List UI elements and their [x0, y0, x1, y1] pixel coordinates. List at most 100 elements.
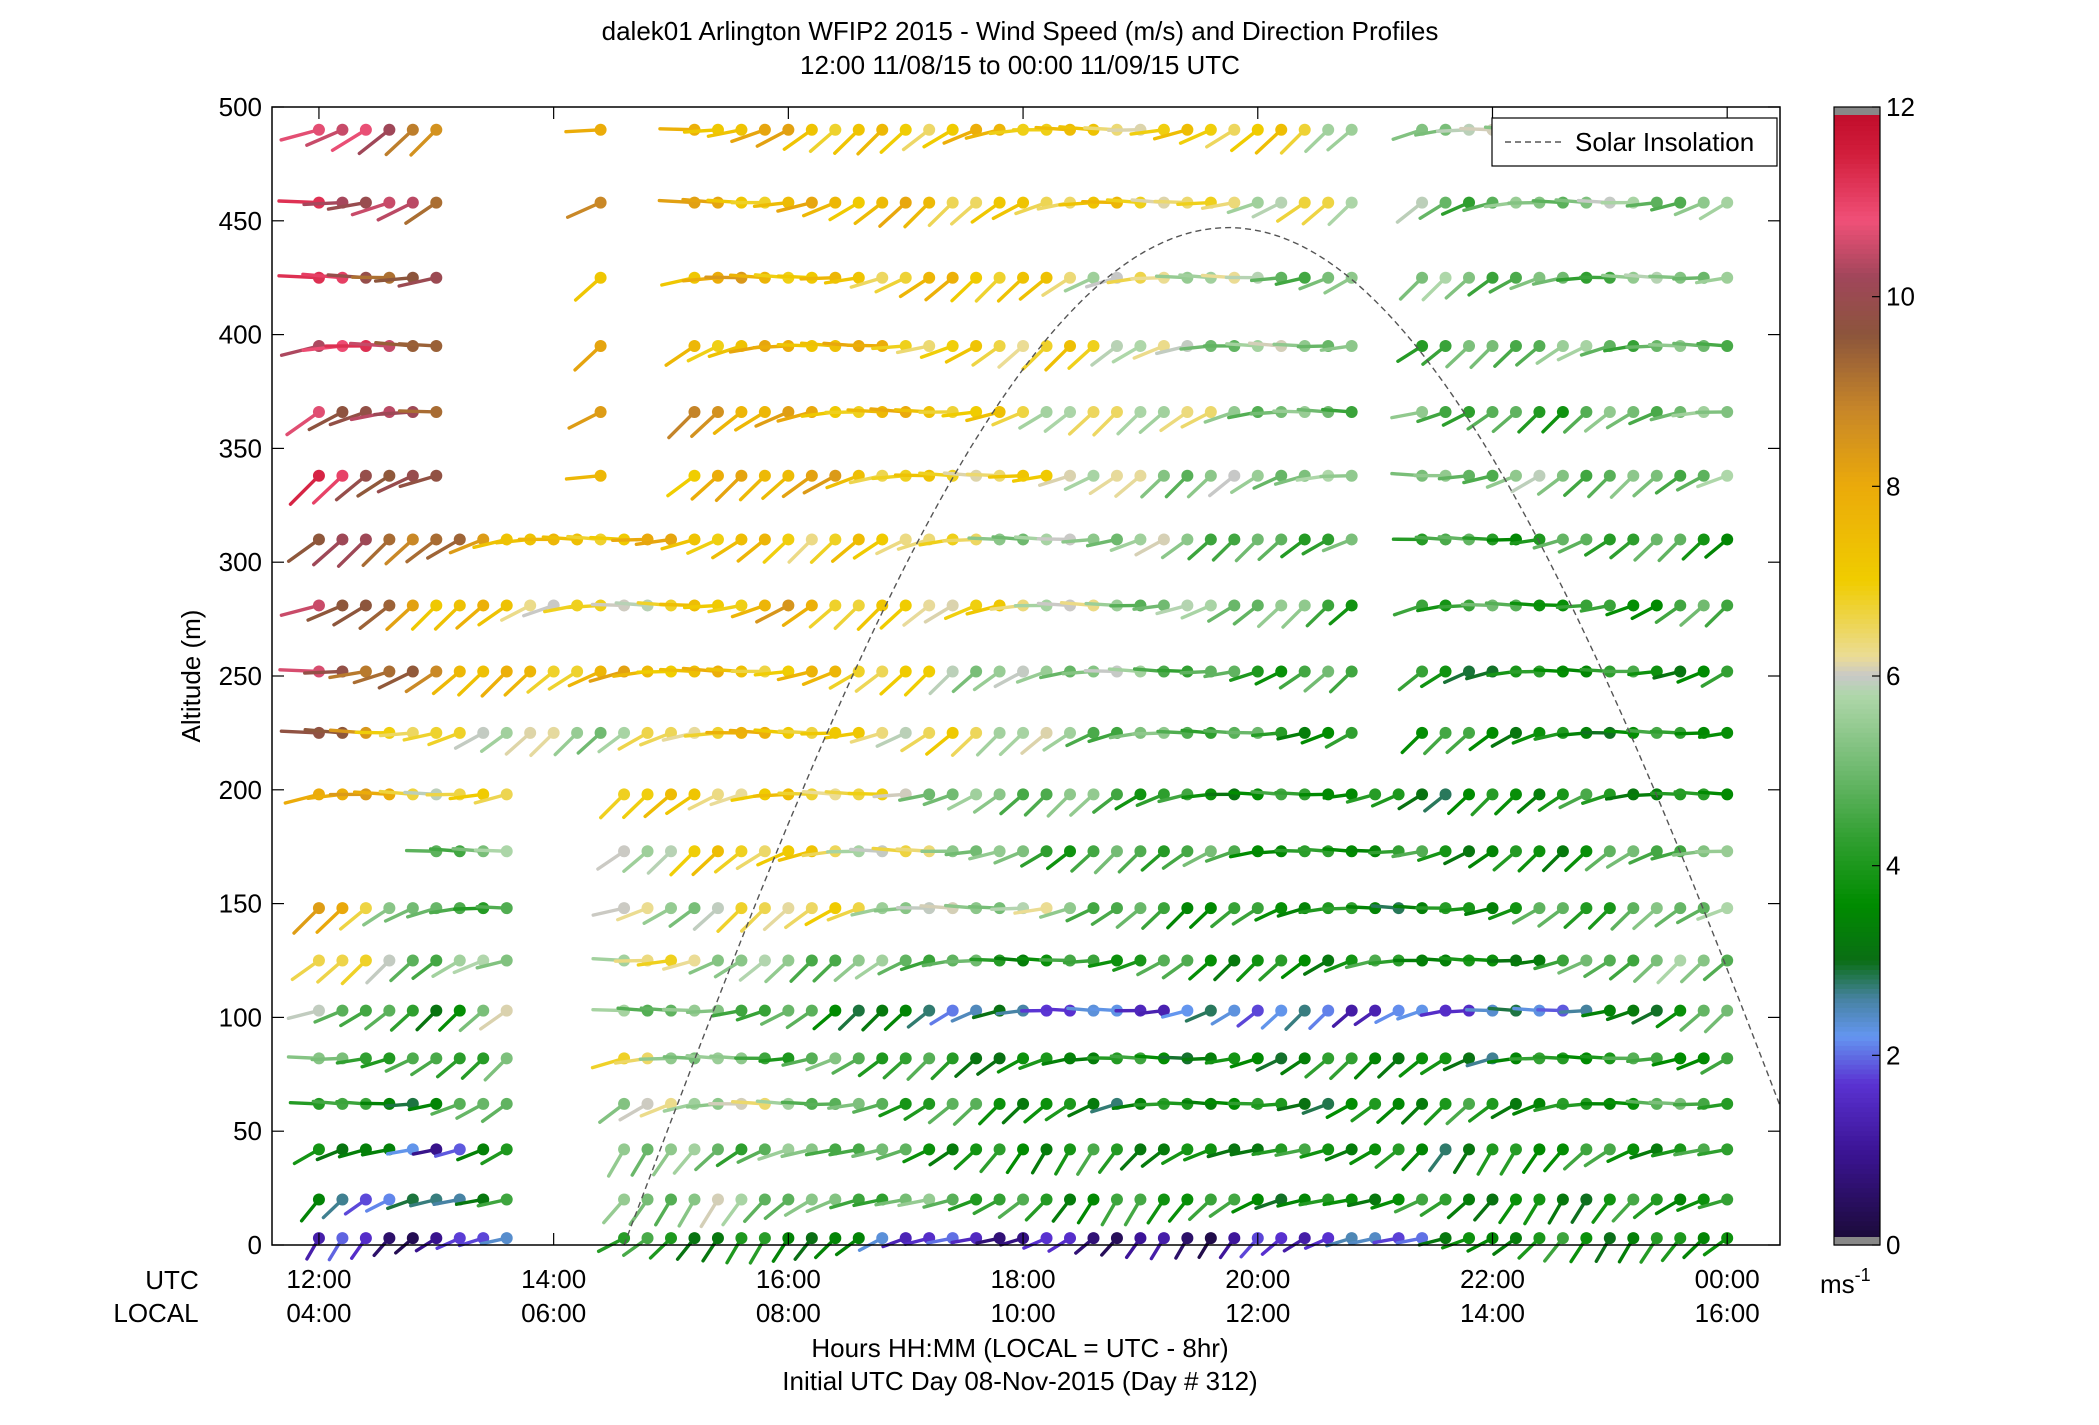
- wind-barb-dot: [665, 1143, 678, 1156]
- wind-barb-dot: [1392, 788, 1405, 801]
- colorbar-band: [1834, 851, 1880, 857]
- colorbar-band: [1834, 1230, 1880, 1237]
- wind-barb-dot: [1345, 196, 1358, 209]
- wind-barb-dot: [805, 665, 818, 678]
- wind-barb-dot: [383, 599, 396, 612]
- wind-barb-dot: [1017, 845, 1030, 858]
- colorbar-band: [1834, 619, 1880, 625]
- wind-barb-dot: [1439, 665, 1452, 678]
- y-tick-label: 50: [233, 1116, 262, 1146]
- wind-barb-dot: [970, 845, 983, 858]
- colorbar-tick-label: 0: [1886, 1230, 1900, 1260]
- wind-barb-dot: [946, 1052, 959, 1065]
- wind-barb-dot: [1509, 339, 1522, 352]
- wind-barb-dot: [383, 954, 396, 967]
- wind-barb-dot: [1463, 339, 1476, 352]
- wind-barb-dot: [1275, 123, 1288, 136]
- wind-barb-dot: [1110, 533, 1123, 546]
- wind-barb-dot: [829, 902, 842, 915]
- wind-barb-dot: [1110, 845, 1123, 858]
- colorbar-band: [1834, 1150, 1880, 1156]
- colorbar-band: [1834, 491, 1880, 497]
- wind-barb-dot: [1627, 1004, 1640, 1017]
- wind-barb-dot: [1463, 405, 1476, 418]
- wind-barb-dot: [1040, 726, 1053, 739]
- wind-barb-dot: [1627, 533, 1640, 546]
- wind-barb-dot: [1556, 1193, 1569, 1206]
- colorbar-band: [1834, 780, 1880, 786]
- wind-barb-dot: [1509, 845, 1522, 858]
- wind-barb-dot: [993, 405, 1006, 418]
- wind-barb-dot: [430, 726, 443, 739]
- x-tick-label-utc: 16:00: [756, 1264, 821, 1294]
- wind-barb-dot: [1204, 1143, 1217, 1156]
- x-row-label-local: LOCAL: [113, 1298, 198, 1328]
- wind-barb-dot: [735, 1193, 748, 1206]
- wind-barb-dot: [1533, 902, 1546, 915]
- wind-barb-dot: [524, 665, 537, 678]
- colorbar-band: [1834, 334, 1880, 340]
- colorbar-band: [1834, 723, 1880, 729]
- wind-barb-dot: [1650, 196, 1663, 209]
- colorbar-band: [1834, 652, 1880, 658]
- wind-barb-dot: [1603, 1193, 1616, 1206]
- wind-barb-dot: [1228, 1232, 1241, 1245]
- wind-barb-dot: [1064, 1097, 1077, 1110]
- wind-barb-dot: [805, 533, 818, 546]
- wind-barb-dot: [1251, 665, 1264, 678]
- wind-barb-dot: [665, 954, 678, 967]
- wind-barb-dot: [336, 1232, 349, 1245]
- colorbar-band: [1834, 965, 1880, 971]
- wind-barb-dot: [1345, 1052, 1358, 1065]
- wind-barb-dot: [1064, 845, 1077, 858]
- colorbar-band: [1834, 140, 1880, 146]
- colorbar-band: [1834, 951, 1880, 957]
- wind-barb-dot: [1603, 1232, 1616, 1245]
- wind-barb-dot: [453, 1052, 466, 1065]
- colorbar-band: [1834, 249, 1880, 255]
- wind-barb-shaft: [361, 537, 392, 568]
- wind-barb-shaft: [426, 537, 462, 560]
- colorbar-band: [1834, 751, 1880, 758]
- wind-barb-dot: [1533, 1143, 1546, 1156]
- wind-barb-dot: [1181, 902, 1194, 915]
- wind-barb-dot: [782, 533, 795, 546]
- wind-barb-dot: [805, 1232, 818, 1245]
- wind-barb-dot: [1181, 1193, 1194, 1206]
- colorbar-band: [1834, 785, 1880, 791]
- wind-barb-dot: [1157, 405, 1170, 418]
- wind-barb-dot: [1697, 1232, 1710, 1245]
- wind-barb-dot: [1298, 196, 1311, 209]
- wind-barb-dot: [1134, 1143, 1147, 1156]
- colorbar-cap-top: [1834, 107, 1880, 115]
- wind-barb-dot: [1251, 599, 1264, 612]
- wind-barb-shaft: [384, 128, 415, 157]
- wind-barb-shaft: [307, 410, 345, 432]
- colorbar-band: [1834, 367, 1880, 374]
- colorbar-tick-label: 12: [1886, 92, 1915, 122]
- wind-barb-dot: [1674, 1193, 1687, 1206]
- wind-barb-dot: [1721, 599, 1734, 612]
- colorbar-band: [1834, 571, 1880, 578]
- wind-barb-dot: [336, 469, 349, 482]
- wind-barb-dot: [430, 1143, 443, 1156]
- wind-barb-dot: [312, 1143, 325, 1156]
- wind-barb-shaft: [358, 603, 392, 630]
- wind-barb-dot: [1463, 1143, 1476, 1156]
- wind-barb-dot: [1275, 599, 1288, 612]
- wind-barb-dot: [923, 339, 936, 352]
- wind-barb-dot: [1134, 1232, 1147, 1245]
- wind-barb-dot: [1181, 1143, 1194, 1156]
- colorbar-band: [1834, 1017, 1880, 1023]
- wind-barb-dot: [453, 599, 466, 612]
- wind-barb-dot: [876, 599, 889, 612]
- colorbar-band: [1834, 258, 1880, 265]
- wind-barb-dot: [829, 1193, 842, 1206]
- colorbar-band: [1834, 818, 1880, 824]
- wind-barb-dot: [1580, 339, 1593, 352]
- wind-barb-dot: [453, 1143, 466, 1156]
- wind-barb-dot: [876, 271, 889, 284]
- wind-barb-dot: [735, 1143, 748, 1156]
- wind-barb-dot: [1533, 954, 1546, 967]
- wind-barb-dot: [1627, 1143, 1640, 1156]
